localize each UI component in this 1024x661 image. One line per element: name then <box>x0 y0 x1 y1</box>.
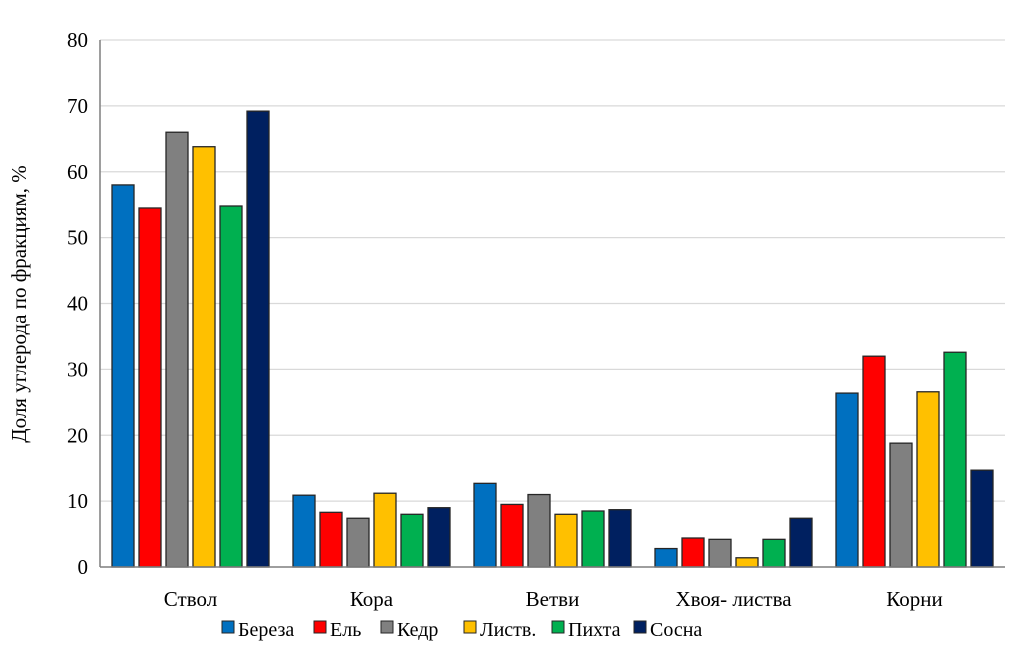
bar-2-2 <box>319 511 343 568</box>
legend-swatch <box>221 620 235 634</box>
legend-label: Пихта <box>568 619 621 641</box>
legend-swatch <box>463 620 477 634</box>
bar-1-1 <box>111 184 135 568</box>
x-tick-labels: Ствол Кора Ветви Хвоя- листва Корни <box>164 587 943 611</box>
bar-1-4 <box>654 547 678 568</box>
x-tick-label: Корни <box>886 587 942 611</box>
bar-4-5 <box>916 391 940 568</box>
bar-1-3 <box>473 482 497 568</box>
bar-5-3 <box>581 510 605 568</box>
y-tick-label: 60 <box>67 160 88 184</box>
legend-label: Сосна <box>650 619 702 641</box>
legend: Береза Ель Кедр Листв. Пихта Сосна <box>221 619 702 641</box>
x-tick-label: Хвоя- листва <box>675 587 792 611</box>
y-tick-label: 20 <box>67 423 88 447</box>
y-tick-labels: 0 10 20 30 40 50 60 70 80 <box>67 28 88 579</box>
bar-6-1 <box>246 110 270 568</box>
y-tick-label: 70 <box>67 94 88 118</box>
bar-5-4 <box>762 538 786 568</box>
y-tick-label: 40 <box>67 292 88 316</box>
bar-5-2 <box>400 513 424 568</box>
bar-4-3 <box>554 513 578 568</box>
bar-4-1 <box>192 146 216 568</box>
y-tick-label: 10 <box>67 489 88 513</box>
y-tick-label: 80 <box>67 28 88 52</box>
x-tick-label: Кора <box>350 587 394 611</box>
x-tick-label: Ветви <box>526 587 580 611</box>
bar-2-1 <box>138 207 162 568</box>
legend-label: Листв. <box>480 619 536 641</box>
legend-swatch <box>551 620 565 634</box>
bar-2-3 <box>500 503 524 568</box>
x-tick-label: Ствол <box>164 587 217 611</box>
y-tick-label: 0 <box>78 555 89 579</box>
bar-6-4 <box>789 517 813 568</box>
bar-3-2 <box>346 517 370 568</box>
y-tick-label: 50 <box>67 226 88 250</box>
bar-5-5 <box>943 351 967 568</box>
bar-2-5 <box>862 355 886 568</box>
y-axis-label: Доля углерода по фракциям, % <box>7 165 31 442</box>
legend-label: Береза <box>238 619 294 641</box>
legend-label: Ель <box>330 619 361 641</box>
y-tick-label: 30 <box>67 357 88 381</box>
bar-6-3 <box>608 509 632 568</box>
legend-swatch <box>633 620 647 634</box>
bar-6-5 <box>970 469 994 568</box>
bar-3-1 <box>165 131 189 568</box>
bar-3-3 <box>527 493 551 568</box>
legend-label: Кедр <box>397 619 438 641</box>
bar-1-5 <box>835 392 859 568</box>
bar-6-2 <box>427 507 451 568</box>
bar-4-2 <box>373 492 397 568</box>
bar-4-4 <box>735 557 759 568</box>
bar-5-1 <box>219 205 243 568</box>
legend-swatch <box>313 620 327 634</box>
bar-1-2 <box>292 494 316 568</box>
bar-3-4 <box>708 538 732 568</box>
bar-2-4 <box>681 537 705 568</box>
legend-swatch <box>380 620 394 634</box>
bar-3-5 <box>889 442 913 568</box>
bars <box>111 110 994 568</box>
